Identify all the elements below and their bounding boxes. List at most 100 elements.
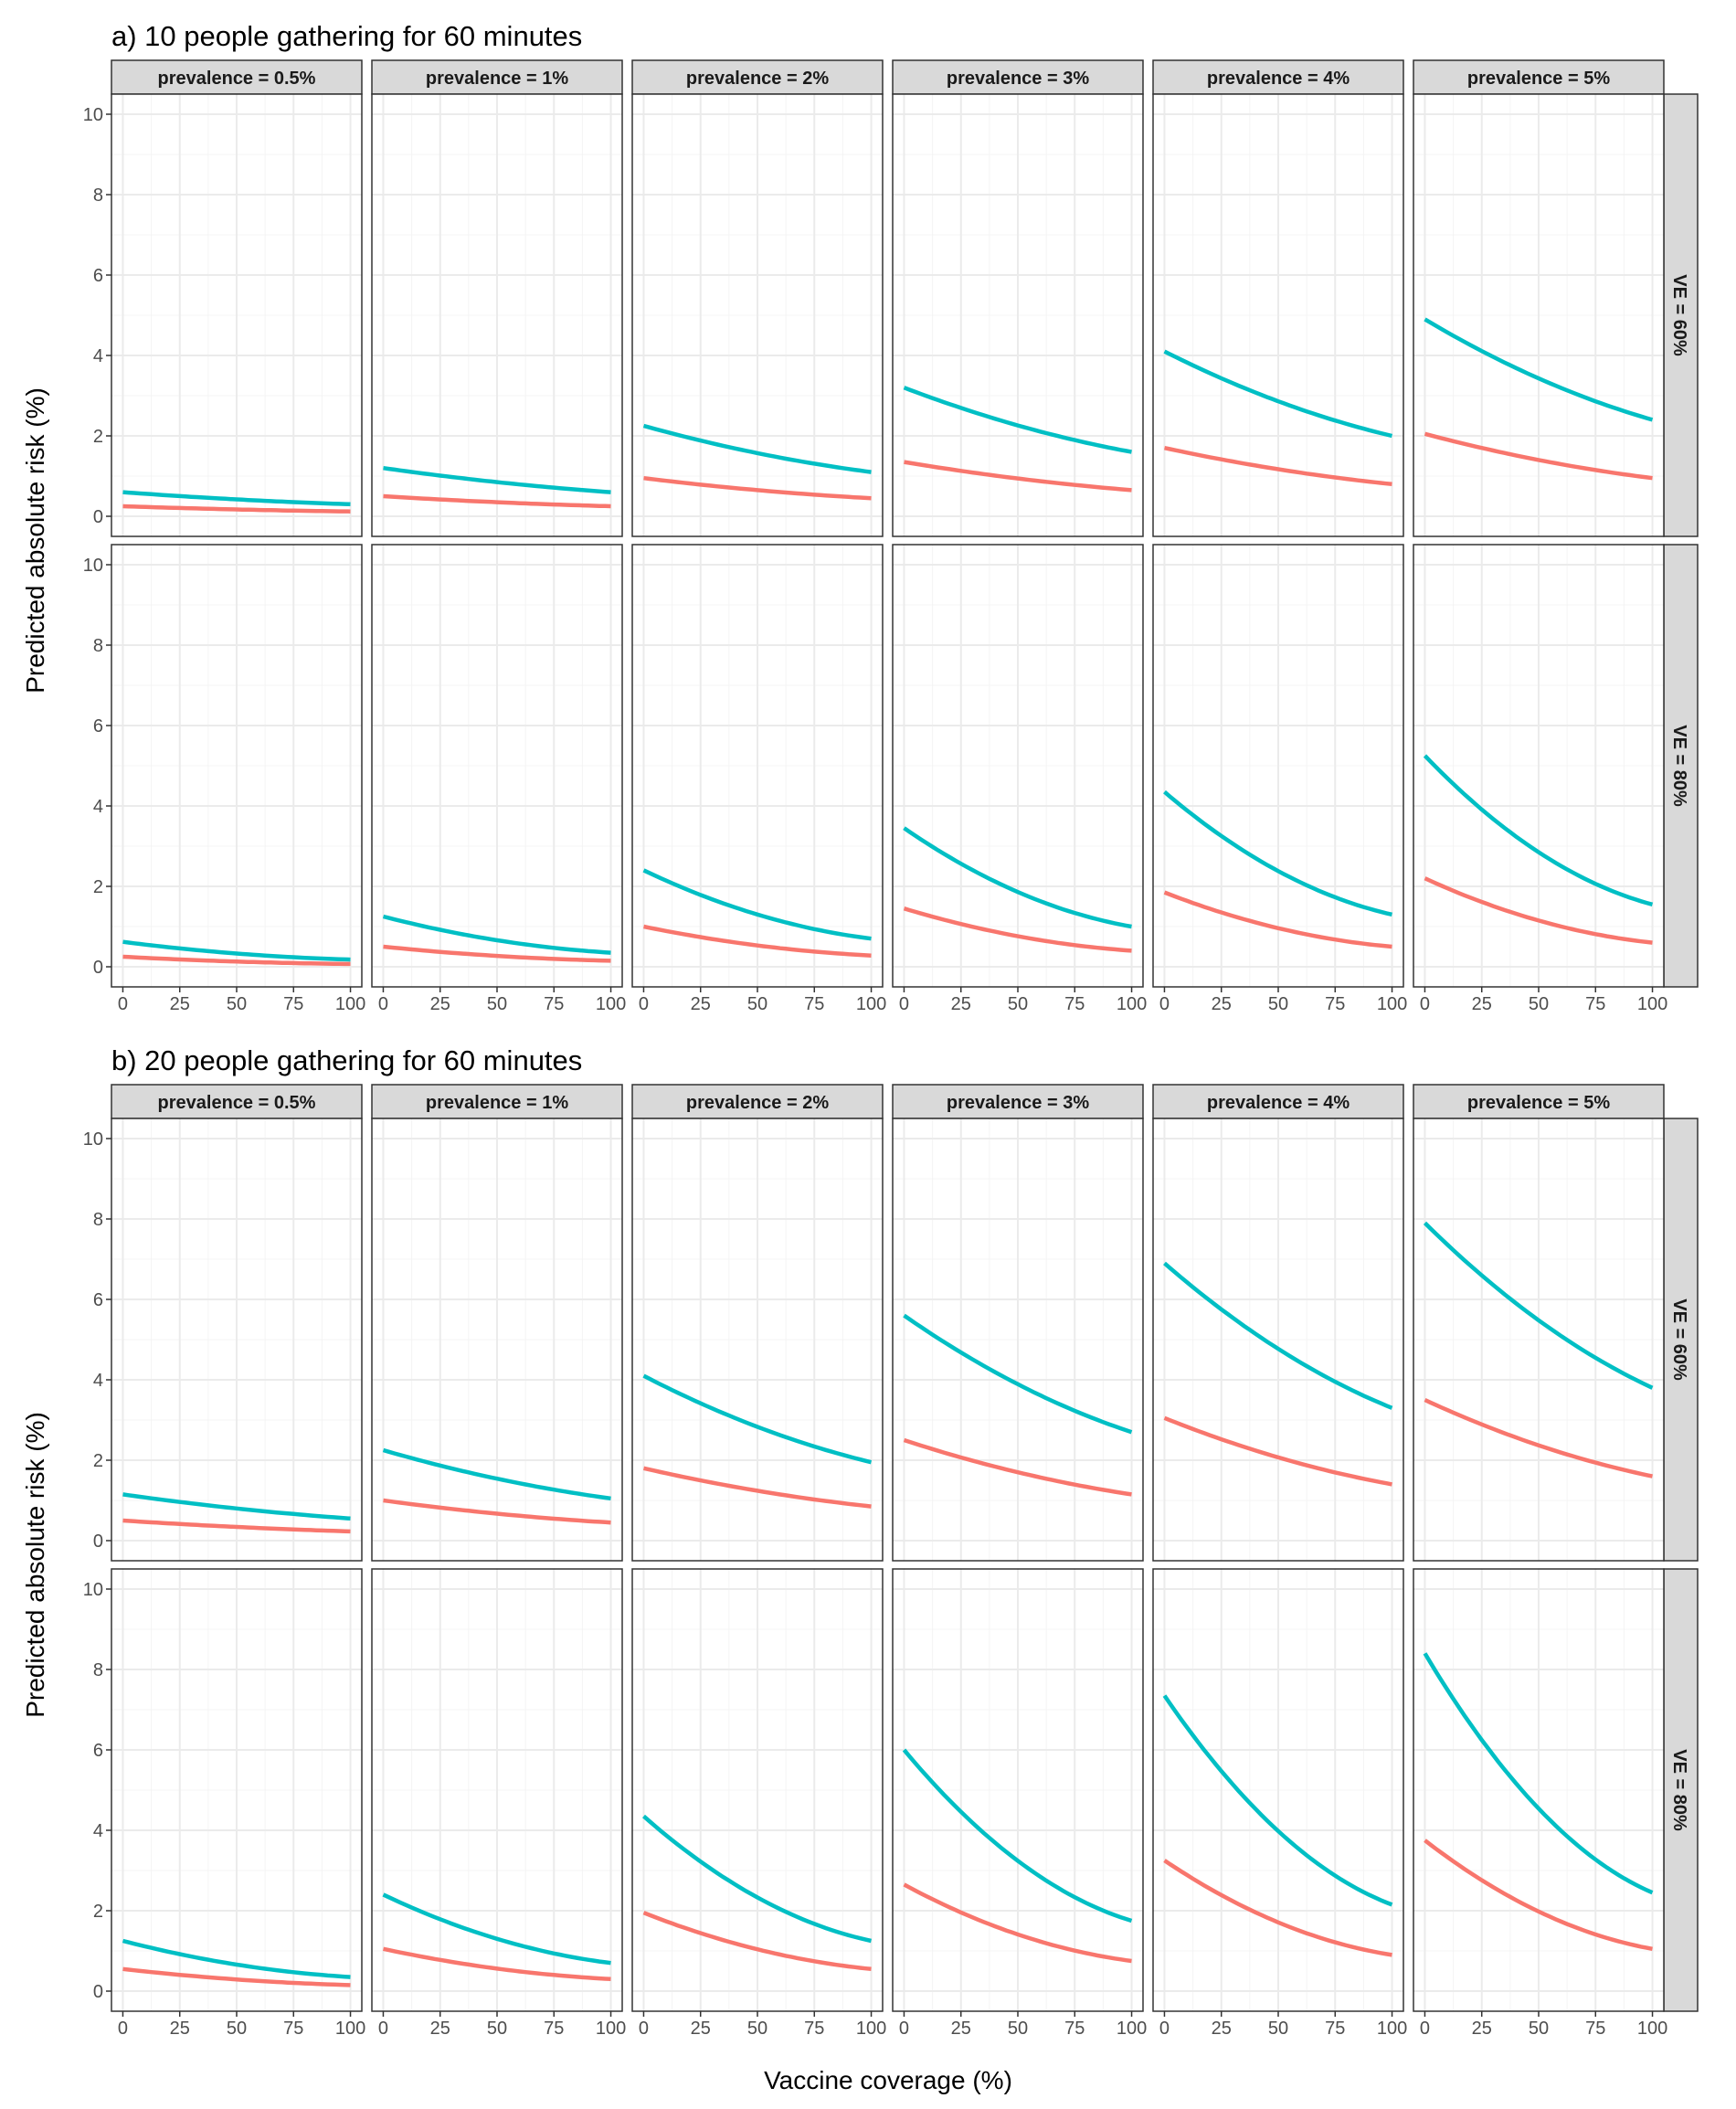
panel-border (892, 1118, 1144, 1562)
panel-5%-ve-80%: 0 25 50 75 100 (1413, 1568, 1667, 2039)
series-line-cyan (642, 868, 872, 941)
facet-strip (631, 1084, 884, 1119)
x-tick-label: 0 (899, 994, 909, 1014)
panel-border (892, 93, 1144, 537)
panel-1%-ve-60% (371, 93, 623, 537)
chart-section-a: a) 10 people gathering for 60 minutes Pre… (21, 20, 1699, 1014)
panel-border (1152, 1118, 1404, 1562)
facet-strip-label: prevalence = 3% (947, 69, 1089, 89)
x-tick-label: 100 (596, 994, 626, 1014)
series-line-cyan (903, 1313, 1133, 1435)
y-tick-label: 10 (83, 105, 103, 125)
y-axis-title: Predicted absolute risk (%) (21, 1412, 49, 1718)
series-line-cyan (642, 1814, 872, 1944)
y-tick-label: 2 (93, 427, 103, 447)
panel-5%-ve-80%: 0 25 50 75 100 (1413, 544, 1667, 1014)
series-line-red (383, 493, 611, 509)
x-tick-label: 100 (1117, 994, 1147, 1014)
series-line-red (1163, 890, 1392, 949)
x-axis-title: Vaccine coverage (%) (764, 2066, 1012, 2094)
panel-border (1413, 93, 1665, 537)
x-tick-label: 0 (118, 2019, 128, 2039)
series-line-red (903, 1882, 1132, 1964)
x-tick-label: 100 (856, 2019, 886, 2039)
x-tick-label: 50 (1529, 2019, 1549, 2039)
series-line-red (122, 1518, 351, 1534)
y-tick-label: 0 (93, 1982, 103, 2002)
x-tick-label: 25 (1212, 994, 1232, 1014)
y-tick-label: 4 (93, 1821, 103, 1841)
series-line-cyan (902, 1748, 1133, 1924)
series-line-cyan (903, 386, 1132, 454)
x-tick-label: 25 (430, 994, 450, 1014)
facet-row-label: VE = 60% (1669, 1298, 1689, 1381)
y-tick-label: 10 (83, 556, 103, 576)
y-tick-label: 10 (83, 1129, 103, 1150)
series-line-cyan (1163, 1261, 1393, 1410)
y-tick-label: 6 (93, 1290, 103, 1310)
panel-2%-ve-80%: 0 25 50 75 100 (631, 1568, 886, 2039)
y-tick-label: 6 (93, 1741, 103, 1761)
series-line-cyan (642, 423, 872, 474)
y-tick-label: 8 (93, 185, 103, 206)
x-tick-label: 100 (1117, 2019, 1147, 2039)
panel-border (111, 93, 363, 537)
panel-border (371, 1118, 623, 1562)
x-tick-label: 75 (804, 2019, 824, 2039)
series-line-red (642, 1911, 872, 1972)
panel-border (631, 93, 884, 537)
y-tick-label: 2 (93, 1902, 103, 1922)
x-tick-label: 0 (899, 2019, 909, 2039)
x-tick-label: 75 (1585, 2019, 1605, 2039)
series-line-red (1164, 445, 1392, 487)
x-tick-label: 0 (639, 994, 649, 1014)
x-tick-label: 25 (691, 2019, 711, 2039)
x-tick-label: 100 (335, 994, 365, 1014)
series-line-cyan (1423, 1221, 1654, 1390)
x-tick-label: 25 (1472, 994, 1492, 1014)
series-line-cyan (122, 490, 351, 507)
x-tick-label: 0 (1420, 994, 1430, 1014)
series-line-cyan (1423, 754, 1654, 906)
series-line-cyan (122, 939, 351, 962)
panel-4%-ve-60% (1152, 1118, 1404, 1562)
panel-border (111, 1118, 363, 1562)
y-tick-label: 8 (93, 636, 103, 656)
facet-strip (1152, 1084, 1404, 1119)
facet-strip-label: prevalence = 5% (1467, 69, 1610, 89)
series-line-cyan (122, 1492, 351, 1521)
x-tick-label: 50 (487, 994, 507, 1014)
facet-strip-label: prevalence = 2% (686, 69, 829, 89)
panel-border (1413, 1118, 1665, 1562)
facet-row-strip (1663, 1118, 1699, 1562)
y-tick-label: 6 (93, 716, 103, 737)
facet-row-strip (1663, 93, 1699, 537)
x-tick-label: 0 (1420, 2019, 1430, 2039)
facet-strip (892, 59, 1144, 95)
x-tick-label: 0 (1159, 2019, 1170, 2039)
y-tick-label: 2 (93, 877, 103, 897)
x-tick-label: 25 (951, 2019, 971, 2039)
series-line-cyan (382, 1892, 611, 1966)
x-tick-label: 75 (1325, 2019, 1345, 2039)
facet-row-strip (1663, 1568, 1699, 2012)
x-tick-label: 75 (544, 2019, 564, 2039)
panel-2%-ve-80%: 0 25 50 75 100 (631, 544, 886, 1014)
y-tick-label: 4 (93, 1371, 103, 1391)
series-line-cyan (1163, 349, 1393, 439)
facet-strip (371, 59, 623, 95)
panel-5%-ve-60% (1413, 1118, 1665, 1562)
facet-strip-label: prevalence = 4% (1207, 1093, 1350, 1113)
series-line-cyan (382, 1447, 611, 1501)
y-tick-label: 8 (93, 1210, 103, 1230)
y-axis-title: Predicted absolute risk (%) (21, 387, 49, 694)
panel-border (371, 93, 623, 537)
x-tick-label: 50 (227, 2019, 247, 2039)
panel-4%-ve-80%: 0 25 50 75 100 (1152, 544, 1407, 1014)
series-line-red (383, 944, 611, 963)
x-tick-label: 100 (1377, 994, 1407, 1014)
x-tick-label: 100 (1377, 2019, 1407, 2039)
panel-1%-ve-80%: 0 25 50 75 100 (371, 1568, 626, 2039)
